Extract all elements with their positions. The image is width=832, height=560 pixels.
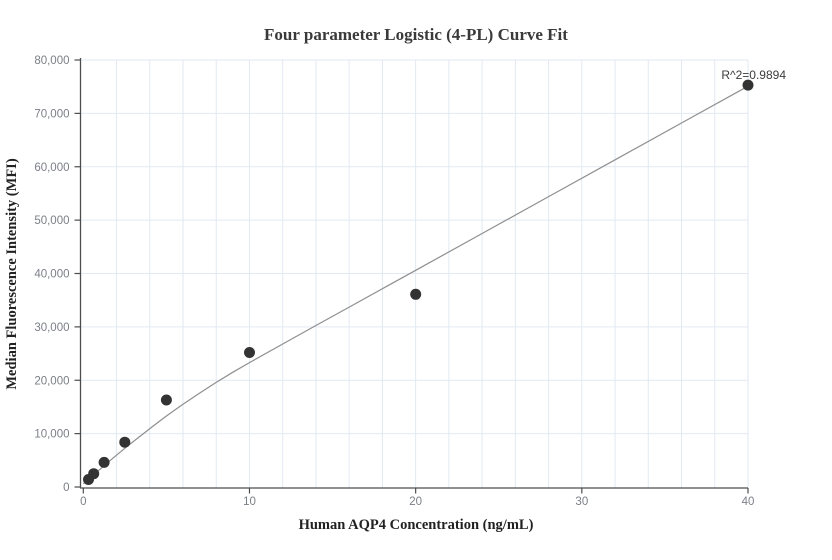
y-tick-label: 20,000 <box>34 375 69 387</box>
data-series <box>82 79 754 485</box>
gridlines <box>80 59 749 488</box>
x-tick-label: 20 <box>409 496 422 508</box>
y-tick-label: 30,000 <box>34 322 69 334</box>
chart-title: Four parameter Logistic (4-PL) Curve Fit <box>264 25 568 44</box>
x-axis-title: Human AQP4 Concentration (ng/mL) <box>299 517 534 533</box>
y-tick-label: 60,000 <box>34 162 69 174</box>
data-point <box>160 394 172 406</box>
x-tick-label: 40 <box>742 496 755 508</box>
y-tick-label: 40,000 <box>34 269 69 281</box>
y-tick-label: 10,000 <box>34 429 69 441</box>
y-axis-title: Median Fluorescence Intensity (MFI) <box>4 158 20 389</box>
x-tick-label: 30 <box>575 496 588 508</box>
data-point <box>98 456 110 468</box>
r-squared-annotation: R^2=0.9894 <box>721 68 786 82</box>
y-tick-label: 50,000 <box>34 215 69 227</box>
y-tick-label: 70,000 <box>34 108 69 120</box>
data-point <box>88 468 100 480</box>
x-tick-label: 0 <box>80 496 86 508</box>
data-point <box>244 347 255 358</box>
data-point <box>410 288 422 300</box>
x-tick-label: 10 <box>243 496 256 508</box>
y-tick-label: 80,000 <box>34 55 69 67</box>
tick-labels: 0 10 20 30 40 0 10,000 20,000 30,000 40,000 50,000… <box>34 55 754 508</box>
y-tick-label: 0 <box>63 482 69 494</box>
data-point <box>742 79 754 91</box>
tick-marks <box>74 59 749 494</box>
data-point <box>119 436 131 448</box>
fit-line <box>82 85 749 485</box>
